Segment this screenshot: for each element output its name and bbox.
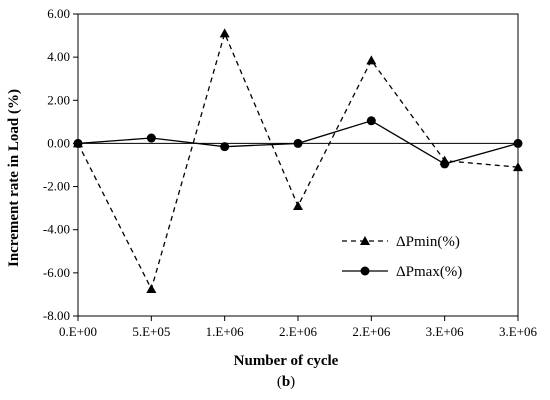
caption-open-paren: ( [277,374,282,390]
y-tick-label: -2.00 [43,179,70,194]
data-point-circle [73,138,83,148]
x-axis-title: Number of cycle [234,353,339,369]
chart-series-layer [73,28,523,294]
figure-caption: (b) [277,374,295,390]
y-tick-label: 2.00 [47,92,70,107]
data-point-circle [366,116,376,126]
legend-marker-circle [360,266,370,276]
y-tick-label: -8.00 [43,308,70,323]
y-tick-label: 0.00 [47,135,70,150]
x-tick-label: 1.E+06 [206,324,245,339]
data-point-circle [440,159,450,169]
y-tick-label: 4.00 [47,49,70,64]
x-tick-label: 0.E+00 [59,324,97,339]
legend-marker-triangle [360,236,370,245]
data-point-triangle [219,28,230,38]
y-tick-label: 6.00 [47,6,70,21]
series-dpmax [73,116,523,169]
data-point-triangle [513,162,523,172]
chart-legend: ΔPmin(%) ΔPmax(%) [342,234,462,280]
x-tick-label: 3.E+06 [499,324,538,339]
y-axis-title: Increment rate in Load (%) [6,89,22,267]
data-point-triangle [293,200,303,210]
legend-label: ΔPmin(%) [396,234,460,250]
x-tick-label: 2.E+06 [352,324,391,339]
y-tick-label: -4.00 [43,222,70,237]
data-point-triangle [366,55,377,65]
y-tick-label: -6.00 [43,265,70,280]
chart-axes: 6.00 4.00 2.00 0.00 -2.00 -4.00 -6.00 -8.000.E+… [43,6,538,339]
x-tick-label: 5.E+05 [132,324,170,339]
data-point-circle [146,133,156,143]
data-point-circle [293,138,303,148]
data-point-triangle [146,284,157,294]
data-point-circle [220,142,230,152]
legend-label: ΔPmax(%) [396,264,462,280]
caption-letter: b [282,374,290,390]
x-tick-label: 3.E+06 [426,324,465,339]
x-tick-label: 2.E+06 [279,324,318,339]
data-point-circle [513,138,523,148]
caption-close-paren: ) [290,374,295,390]
